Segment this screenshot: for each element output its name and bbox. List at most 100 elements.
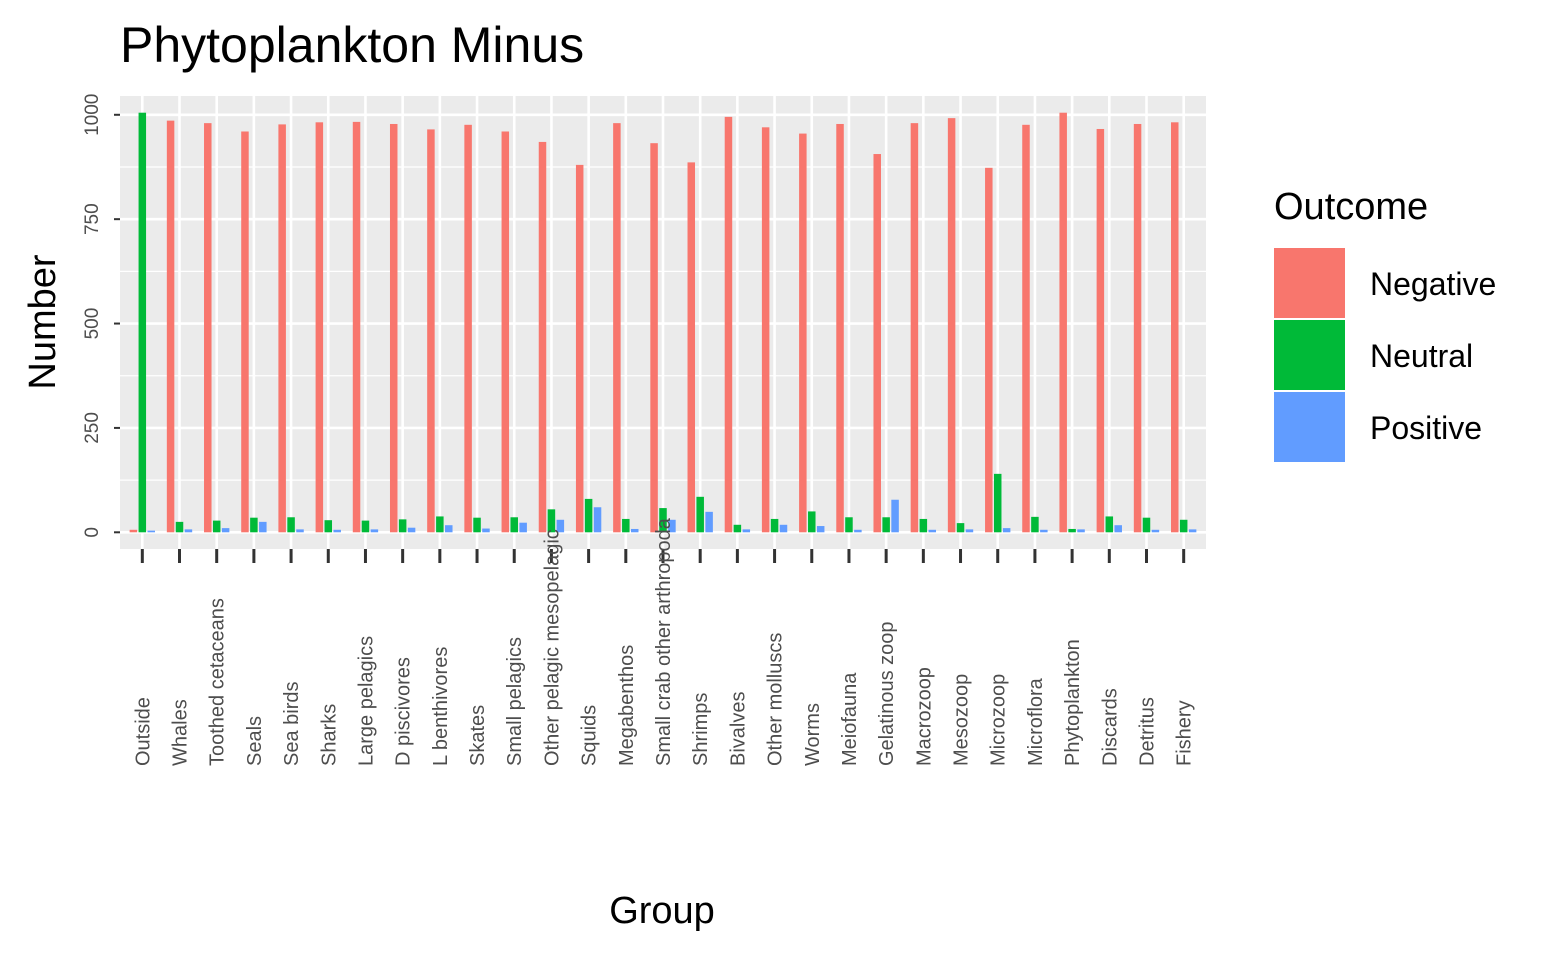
bar-neutral — [584, 498, 593, 533]
bar-positive — [891, 499, 899, 533]
x-tick-label: Fishery — [1174, 700, 1196, 766]
bar-neutral — [622, 518, 630, 533]
chart-title: Phytoplankton Minus — [120, 17, 584, 73]
x-tick-label: Detritus — [1136, 697, 1158, 766]
bar-positive — [259, 521, 267, 533]
bar-neutral — [919, 518, 928, 533]
legend-key-positive — [1274, 392, 1345, 462]
x-tick-label: Macrozoop — [913, 667, 935, 766]
bar-positive — [816, 526, 825, 533]
y-tick-label: 1000 — [82, 94, 103, 136]
y-tick-label: 750 — [82, 203, 103, 235]
bar-negative — [724, 116, 733, 533]
bar-positive — [407, 527, 416, 533]
bar-neutral — [770, 518, 779, 533]
bar-neutral — [175, 521, 184, 533]
bar-negative — [538, 141, 547, 533]
x-tick-label: Skates — [467, 705, 489, 766]
bar-neutral — [138, 112, 147, 533]
bar-neutral — [808, 511, 816, 533]
legend-title: Outcome — [1274, 186, 1428, 228]
bar-neutral — [250, 517, 258, 533]
legend-label-neutral: Neutral — [1370, 338, 1473, 374]
bar-positive — [1002, 528, 1011, 533]
bar-negative — [315, 122, 324, 533]
x-tick-label: Gelatinous zoop — [876, 621, 898, 766]
bar-negative — [352, 121, 361, 533]
legend-key-neutral — [1274, 320, 1345, 390]
x-tick-label: Other molluscs — [765, 633, 787, 766]
bar-neutral — [398, 519, 407, 533]
x-tick-label: Microzoop — [988, 674, 1010, 766]
bar-negative — [166, 120, 175, 533]
bar-positive — [593, 507, 602, 533]
x-tick-label: Shrimps — [690, 693, 712, 766]
x-tick-label: Meiofauna — [839, 672, 861, 766]
x-tick-label: Large pelagics — [355, 636, 377, 766]
x-tick-label: Sea birds — [281, 682, 303, 767]
bars — [129, 112, 1197, 533]
bar-neutral — [733, 524, 742, 533]
bar-positive — [184, 529, 193, 533]
y-axis-title: Number — [22, 254, 64, 389]
bar-positive — [1188, 529, 1197, 533]
x-tick-label: L benthivores — [430, 647, 452, 766]
bar-negative — [910, 123, 919, 533]
x-tick-label: Small pelagics — [504, 637, 526, 766]
bar-neutral — [1142, 517, 1151, 533]
bar-negative — [278, 124, 286, 533]
bar-positive — [296, 529, 304, 533]
x-tick-label: Small crab other arthropoda — [653, 517, 675, 766]
bar-positive — [1077, 529, 1085, 533]
bar-positive — [779, 524, 788, 533]
bar-negative — [985, 167, 993, 533]
x-tick-label: Other pelagic mesopelagic — [541, 529, 563, 766]
legend: Outcome Negative Neutral Positive — [1274, 186, 1496, 462]
bar-neutral — [1105, 516, 1114, 533]
x-tick-label: Whales — [170, 699, 192, 766]
bar-negative — [204, 123, 212, 533]
bar-positive — [1114, 525, 1122, 533]
bar-negative — [687, 162, 696, 533]
bar-negative — [799, 133, 807, 533]
bar-negative — [501, 131, 510, 533]
bar-neutral — [361, 520, 370, 533]
bar-negative — [947, 118, 956, 533]
bar-neutral — [547, 509, 556, 533]
legend-label-negative: Negative — [1370, 266, 1496, 302]
bar-positive — [221, 528, 230, 533]
bar-positive — [854, 529, 862, 533]
x-tick-label: Mesozoop — [951, 674, 973, 766]
bar-neutral — [324, 520, 333, 533]
bar-positive — [1040, 529, 1048, 533]
x-tick-label: Seals — [244, 716, 266, 766]
y-tick-label: 250 — [82, 412, 103, 444]
x-tick-label: Worms — [802, 703, 824, 766]
bar-negative — [836, 123, 844, 533]
legend-label-positive: Positive — [1370, 410, 1482, 446]
bar-positive — [445, 525, 453, 533]
bar-neutral — [845, 517, 853, 533]
bar-neutral — [1031, 516, 1039, 533]
x-tick-label: Outside — [132, 697, 154, 766]
bar-negative — [129, 529, 138, 533]
x-tick-label: Sharks — [318, 704, 340, 766]
x-tick-label: D piscivores — [393, 657, 415, 766]
bar-negative — [427, 129, 435, 533]
bar-negative — [1059, 112, 1067, 533]
bar-negative — [1022, 124, 1030, 533]
bar-negative — [389, 123, 398, 533]
legend-key-negative — [1274, 248, 1345, 318]
bar-neutral — [696, 496, 704, 533]
bar-positive — [965, 529, 974, 533]
bar-positive — [482, 528, 490, 533]
x-axis-title: Group — [609, 890, 715, 932]
bar-negative — [575, 164, 584, 533]
bar-positive — [668, 519, 676, 533]
bar-negative — [1133, 123, 1142, 533]
bar-negative — [650, 143, 658, 533]
bar-negative — [761, 127, 770, 533]
bar-neutral — [956, 523, 965, 533]
bar-neutral — [1068, 528, 1076, 533]
